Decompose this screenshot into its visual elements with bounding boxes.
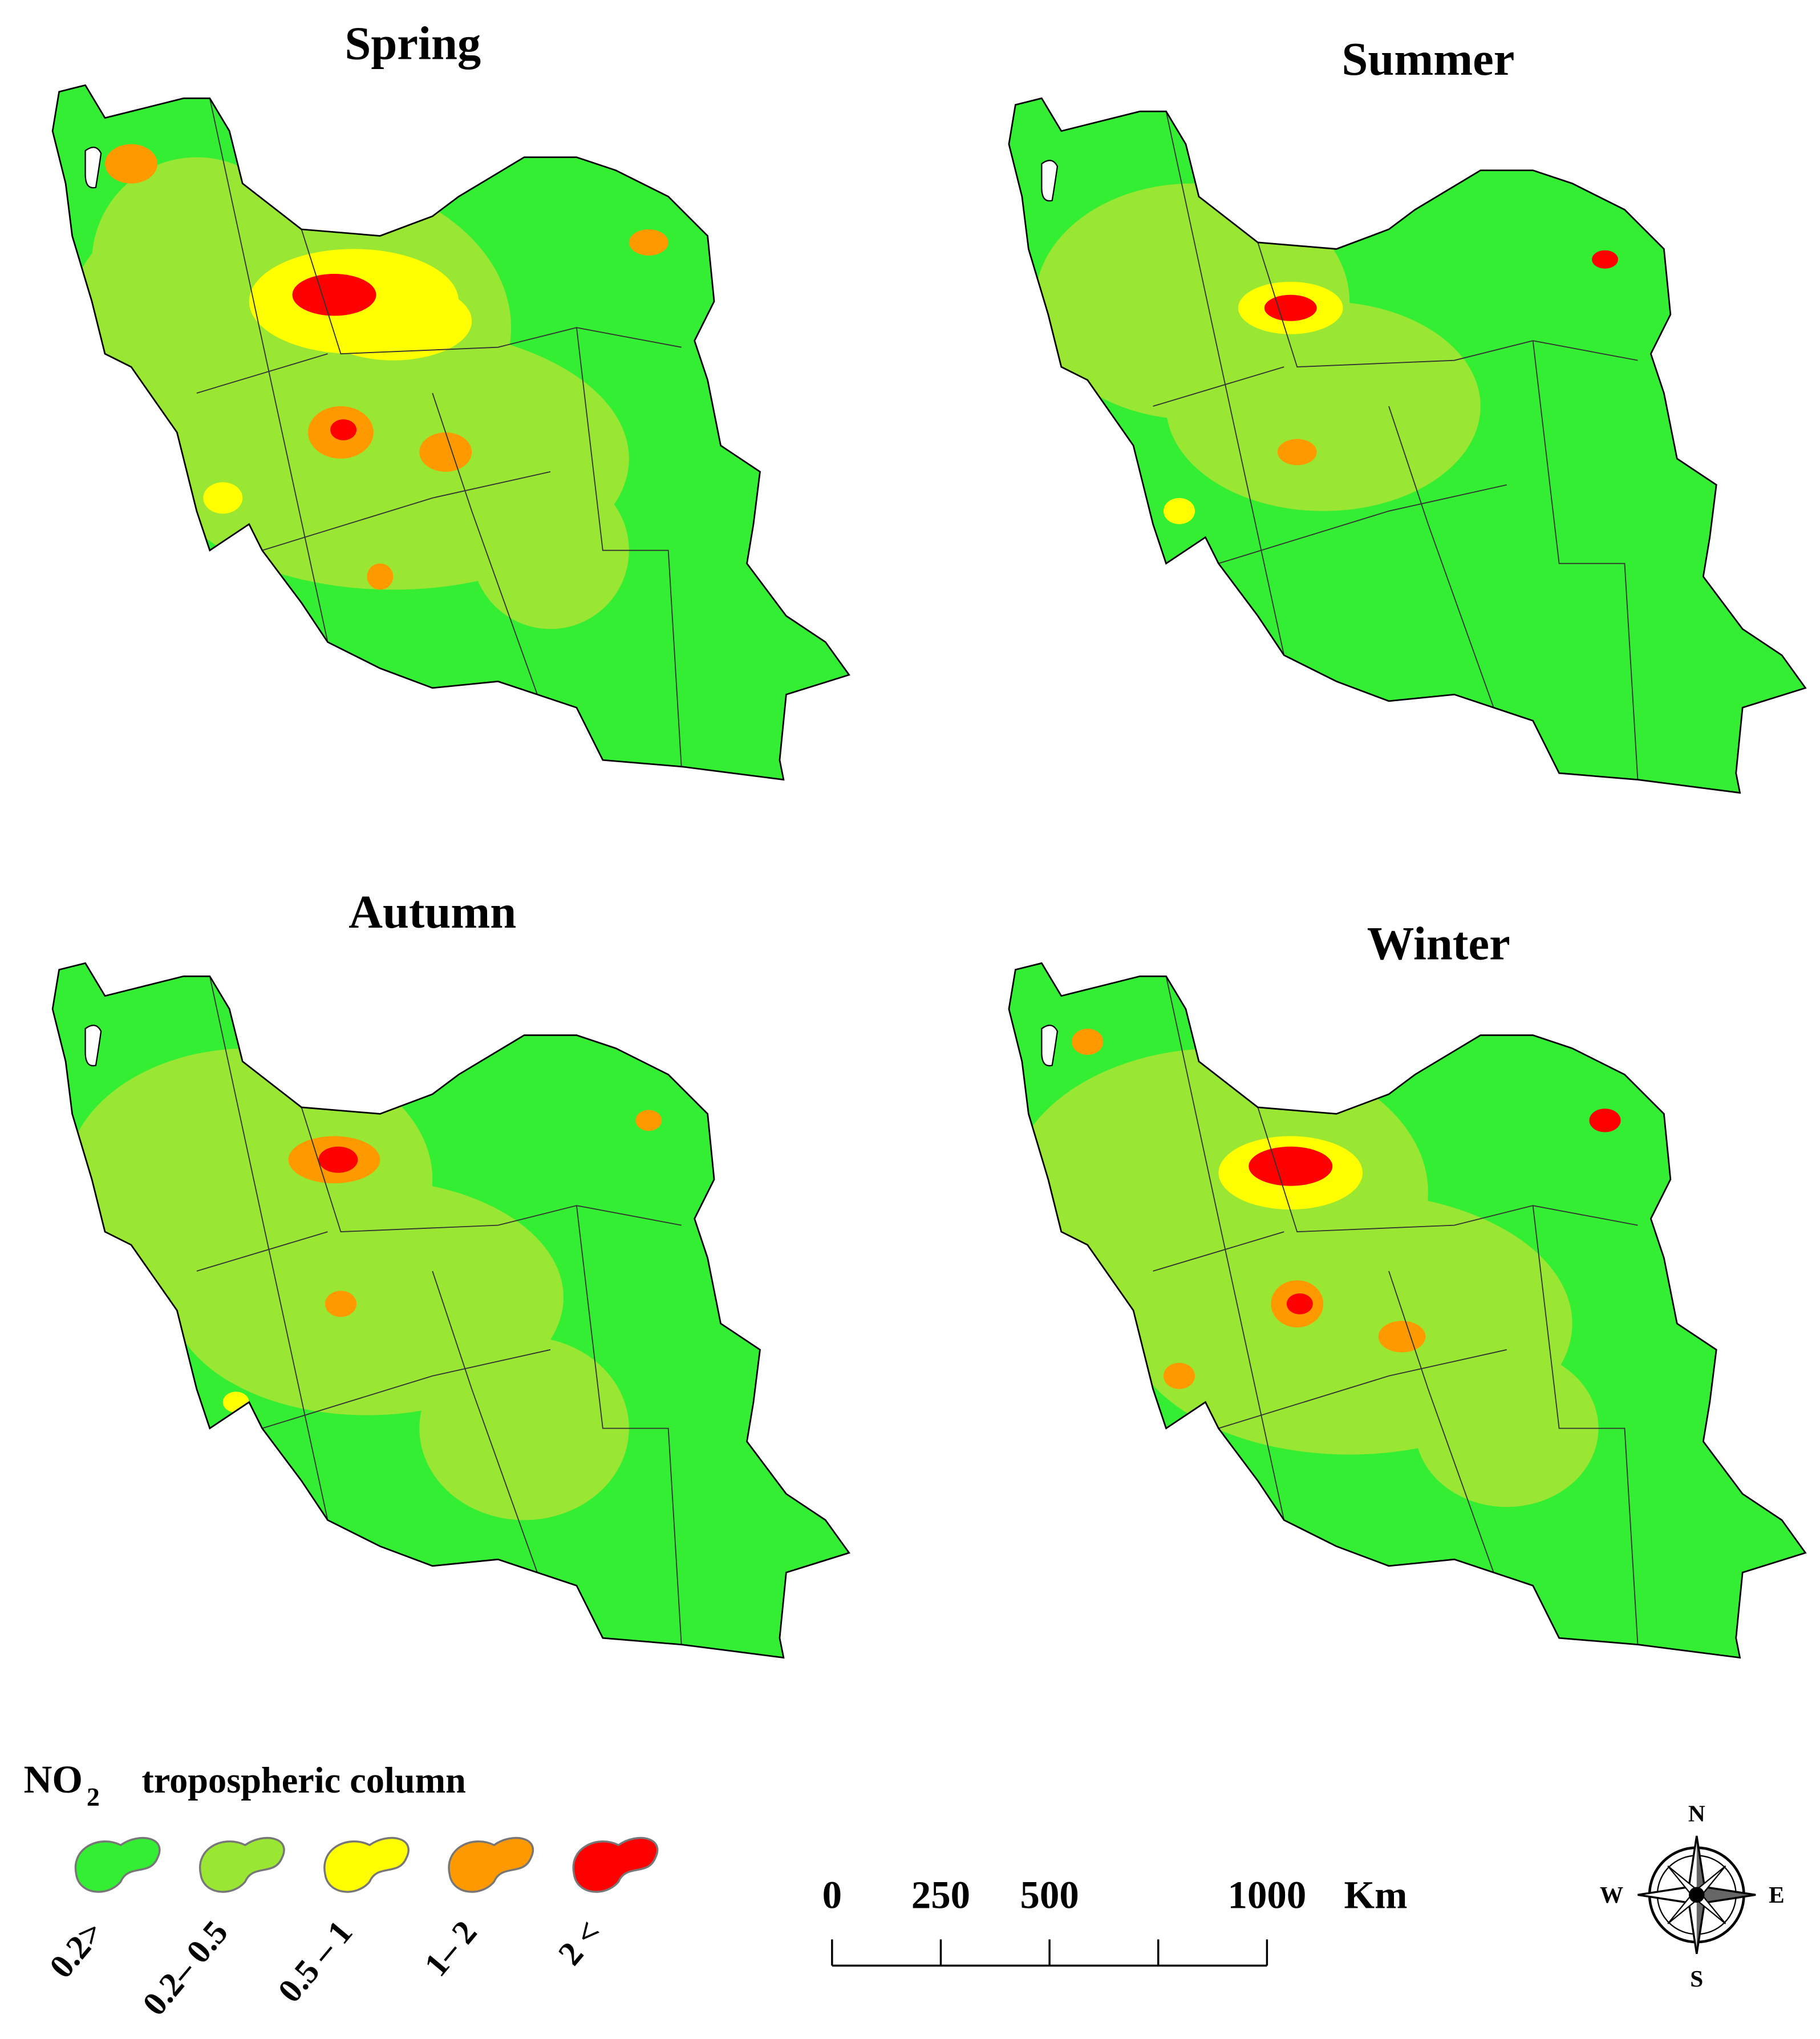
concentration-area <box>635 1110 662 1131</box>
concentration-area <box>1163 1362 1195 1389</box>
concentration-areas <box>1008 1029 1621 1507</box>
concentration-area <box>105 144 157 184</box>
concentration-area <box>1378 1321 1426 1353</box>
country-border <box>51 962 850 1659</box>
map-title: Spring <box>344 17 481 69</box>
concentration-area <box>318 1146 358 1173</box>
concentration-area <box>1264 294 1317 321</box>
concentration-area <box>419 432 472 472</box>
lake <box>1041 160 1059 202</box>
concentration-area <box>222 1391 249 1413</box>
compass-star-shade <box>1696 1835 1756 1954</box>
map-panel: Autumn <box>51 885 850 1659</box>
scale-label: 1000 <box>1228 1873 1307 1916</box>
concentration-area <box>1072 1029 1104 1055</box>
concentration-area <box>1249 1146 1333 1186</box>
map-title: Summer <box>1341 33 1514 85</box>
concentration-area <box>1414 1349 1599 1507</box>
country-border <box>1008 97 1807 794</box>
province-borders <box>1153 111 1639 780</box>
concentration-area <box>419 1336 629 1520</box>
compass-e: E <box>1769 1882 1785 1908</box>
concentration-area <box>1277 439 1317 466</box>
concentration-areas <box>66 1048 662 1520</box>
concentration-area <box>472 471 629 629</box>
concentration-area <box>1286 1293 1313 1314</box>
province-borders <box>196 976 682 1645</box>
compass-center <box>1689 1887 1705 1903</box>
concentration-area <box>1589 1108 1621 1132</box>
scale-label: 500 <box>1020 1873 1079 1916</box>
concentration-areas <box>66 144 668 629</box>
concentration-area <box>92 157 302 367</box>
province-borders <box>1153 976 1639 1645</box>
concentration-area <box>1166 301 1481 511</box>
scale-label: 250 <box>911 1873 970 1916</box>
scale-label: 0 <box>822 1873 842 1916</box>
concentration-area <box>325 1290 357 1317</box>
concentration-area <box>292 274 376 316</box>
map-panels: Spring Summer Autumn Winter <box>51 17 1807 1659</box>
legend-label: 1– 2 <box>417 1913 484 1983</box>
legend-title-sub: 2 <box>87 1782 100 1811</box>
map-panel: Winter <box>1008 917 1807 1659</box>
concentration-area <box>1163 497 1195 524</box>
legend-title: NO <box>24 1758 83 1801</box>
map-title: Autumn <box>348 885 516 938</box>
country-border <box>51 84 850 781</box>
legend-label: 2 < <box>551 1913 609 1972</box>
legend-label: 0.5 – 1 <box>270 1913 359 2009</box>
concentration-area <box>1592 250 1618 269</box>
concentration-area <box>330 419 357 440</box>
lake <box>84 147 102 189</box>
legend: 0.2> 0.2– 0.5 0.5 – 1 1– 2 2 < <box>42 1836 659 2022</box>
lake <box>84 1025 102 1067</box>
map-panel: Summer <box>1008 33 1807 794</box>
map-title: Winter <box>1367 917 1510 969</box>
legend-swatch <box>198 1836 285 1893</box>
compass-s: S <box>1690 1965 1703 1992</box>
compass <box>1637 1835 1756 1954</box>
legend-swatch <box>323 1836 410 1893</box>
legend-swatch <box>448 1836 534 1893</box>
compass-n: N <box>1688 1801 1705 1827</box>
scale-unit: Km <box>1344 1873 1408 1916</box>
province-borders <box>196 98 682 767</box>
concentration-area <box>203 482 243 514</box>
legend-swatch <box>74 1836 161 1893</box>
legend-label: 0.2> <box>42 1913 111 1985</box>
legend-title-rest: tropospheric column <box>141 1760 466 1801</box>
lake <box>1041 1025 1059 1067</box>
scale-bar: 0 250 500 1000 Km <box>822 1873 1408 1967</box>
country-border <box>1008 962 1807 1659</box>
legend-label: 0.2– 0.5 <box>135 1913 235 2022</box>
legend-swatch <box>572 1836 659 1893</box>
concentration-area <box>367 563 394 590</box>
map-panel: Spring <box>51 17 850 781</box>
concentration-area <box>629 229 668 256</box>
compass-w: W <box>1600 1882 1623 1908</box>
